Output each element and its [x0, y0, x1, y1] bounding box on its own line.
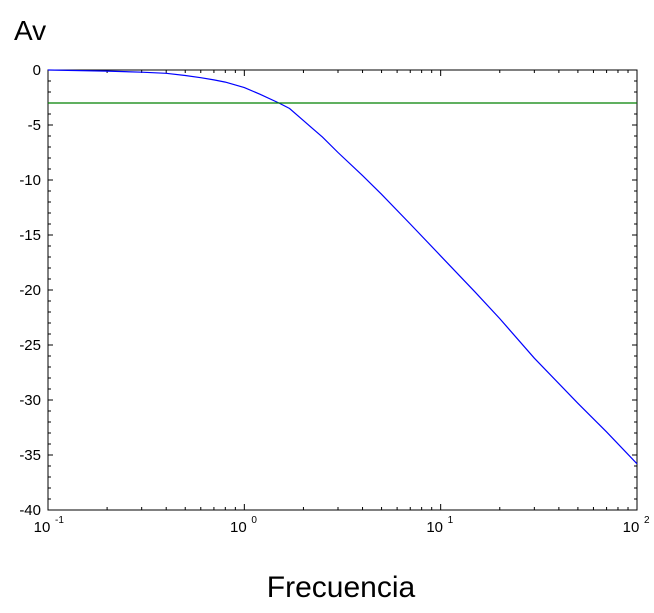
x-tick-label: 10 — [34, 519, 51, 536]
y-tick-label: 0 — [33, 62, 41, 79]
x-tick-label: 10 — [426, 519, 443, 536]
x-tick-exponent: -1 — [55, 515, 64, 526]
y-tick-label: -35 — [19, 447, 41, 464]
x-tick-exponent: 2 — [644, 515, 650, 526]
y-tick-label: -15 — [19, 227, 41, 244]
y-tick-label: -20 — [19, 282, 41, 299]
y-tick-label: -10 — [19, 172, 41, 189]
x-axis-label: Frecuencia — [267, 571, 416, 604]
y-tick-label: -40 — [19, 502, 41, 519]
x-tick-label: 10 — [623, 519, 640, 536]
x-tick-exponent: 1 — [448, 515, 454, 526]
response-curve-line — [47, 69, 638, 465]
plot-frame — [47, 69, 638, 511]
y-tick-label: -5 — [28, 117, 41, 134]
y-tick-label: -25 — [19, 337, 41, 354]
x-tick-exponent: 0 — [251, 515, 257, 526]
y-axis-label: Av — [14, 15, 46, 46]
y-tick-label: -30 — [19, 392, 41, 409]
x-tick-label: 10 — [230, 519, 247, 536]
